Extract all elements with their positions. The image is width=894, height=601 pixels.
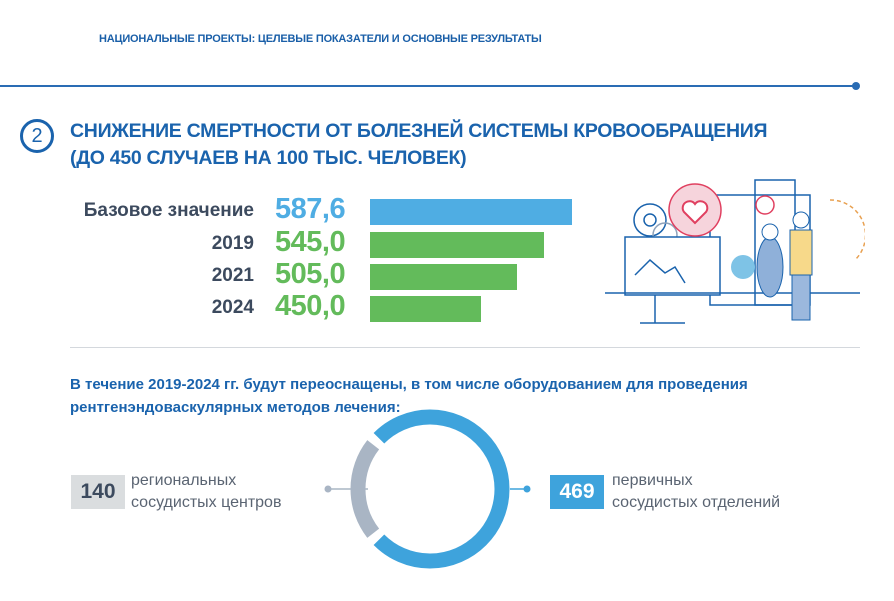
regional-centers-count: 140	[71, 475, 125, 509]
section-divider	[70, 347, 860, 348]
bar-category-label: 2019	[211, 233, 254, 254]
bar-category-label: 2021	[211, 265, 254, 286]
bar	[370, 232, 544, 258]
donut-segment-regional	[350, 440, 380, 538]
bar	[370, 199, 572, 225]
bar	[370, 296, 482, 322]
section-title-line1: СНИЖЕНИЕ СМЕРТНОСТИ ОТ БОЛЕЗНЕЙ СИСТЕМЫ …	[70, 120, 768, 142]
bar	[370, 264, 518, 290]
primary-departments-caption: первичных сосудистых отделений	[612, 470, 780, 514]
donut-chart	[324, 409, 531, 569]
section-title-line2: (ДО 450 СЛУЧАЕВ НА 100 ТЫС. ЧЕЛОВЕК)	[70, 147, 467, 169]
caption-line: первичных	[612, 472, 693, 489]
primary-departments-count: 469	[550, 475, 604, 509]
header-divider	[0, 85, 856, 87]
caption-line: сосудистых центров	[131, 494, 282, 511]
healthcare-illustration-icon	[605, 179, 865, 324]
right-connector-dot	[523, 485, 531, 493]
section-title: СНИЖЕНИЕ СМЕРТНОСТИ ОТ БОЛЕЗНЕЙ СИСТЕМЫ …	[70, 118, 850, 172]
lead-text: В течение 2019-2024 гг. будут переоснаще…	[70, 376, 748, 416]
divider-dot	[852, 82, 860, 90]
section-number: 2	[20, 119, 54, 153]
caption-line: региональных	[131, 472, 237, 489]
caption-line: сосудистых отделений	[612, 494, 781, 511]
header-title: НАЦИОНАЛЬНЫЕ ПРОЕКТЫ: ЦЕЛЕВЫЕ ПОКАЗАТЕЛИ…	[99, 33, 542, 45]
bar-value-label: 450,0	[275, 290, 346, 322]
bar-value-label: 505,0	[275, 258, 346, 290]
bar-value-label: 545,0	[275, 226, 346, 258]
bar-value-label: 587,6	[275, 193, 346, 225]
regional-centers-caption: региональных сосудистых центров	[131, 470, 281, 514]
donut-segment-primary	[373, 409, 510, 569]
bar-category-label: Базовое значение	[83, 200, 254, 221]
left-connector-dot	[324, 485, 332, 493]
bar-category-label: 2024	[211, 297, 254, 318]
